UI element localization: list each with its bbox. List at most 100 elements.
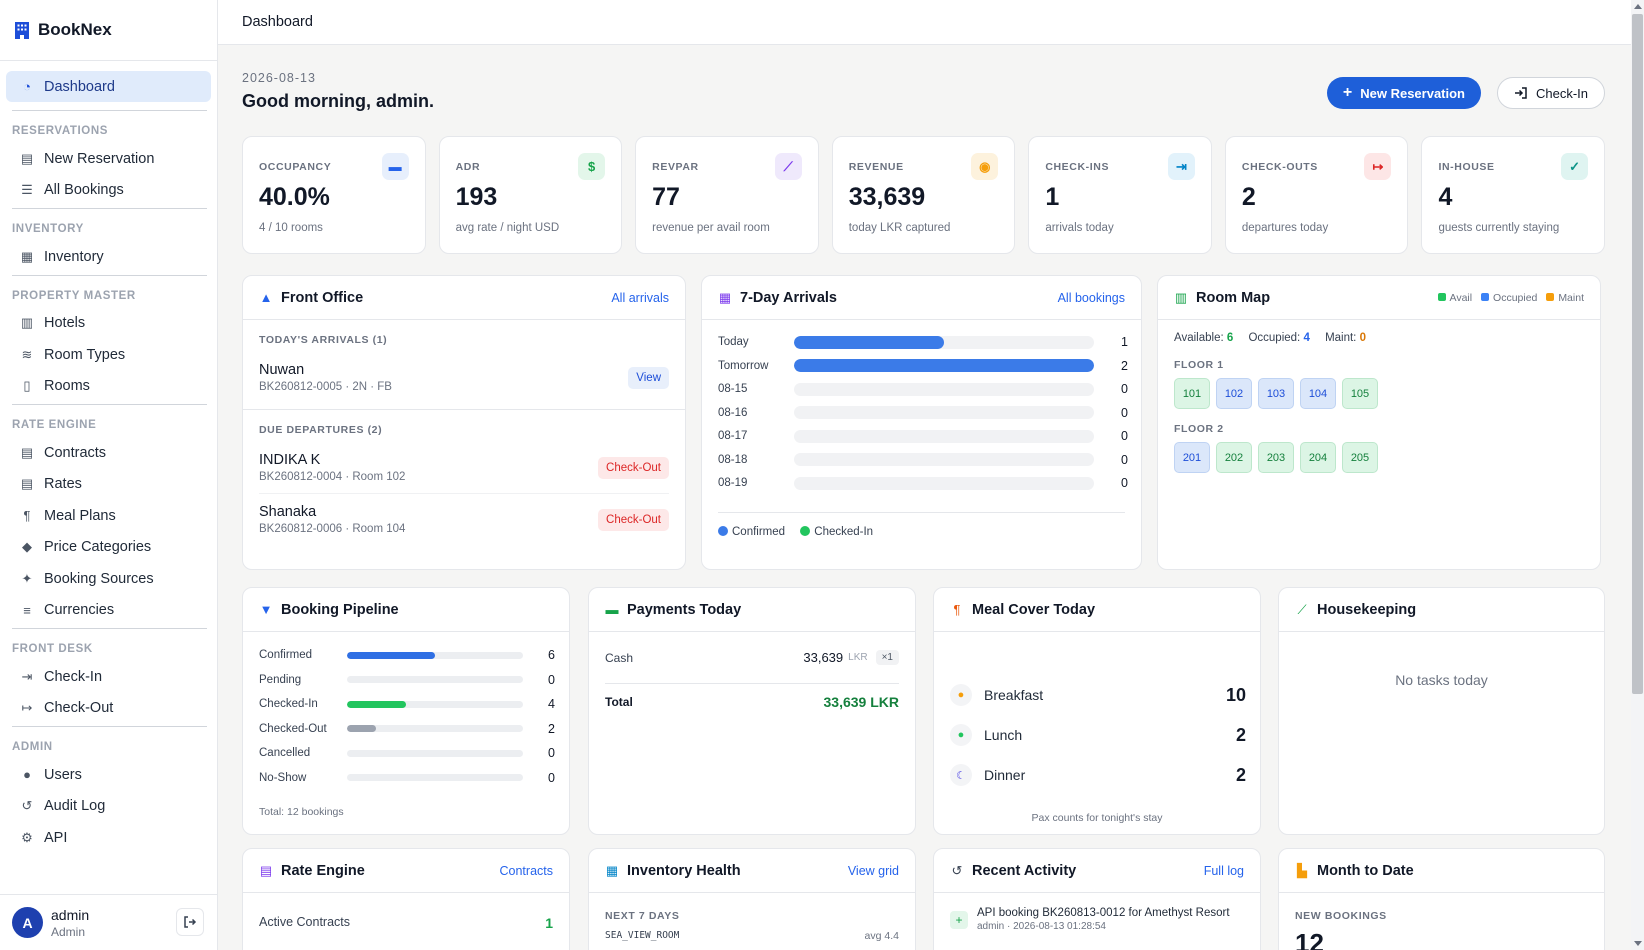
sidebar-section-title: INVENTORY [12,208,207,241]
arrival-bar-row: Today 1 [718,333,1128,351]
room-105[interactable]: 105 [1342,378,1378,409]
list-icon: ☰ [21,182,33,198]
pipeline-bar-track [347,651,523,659]
sidebar-item-contracts[interactable]: ▤ Contracts [6,437,211,469]
room-103[interactable]: 103 [1258,378,1294,409]
kpi-label: CHECK-OUTS [1241,161,1318,173]
recent-activity-card: ↺ Recent Activity Full log + API booking… [933,848,1261,950]
sidebar-item-label: Users [44,766,82,783]
meal-cover-card: ¶ Meal Cover Today ● Breakfast 10 ● Lunc… [933,587,1261,835]
activity-text: API booking BK260813-0012 for Amethyst R… [977,907,1230,919]
sidebar-item-booking-sources[interactable]: ✦ Booking Sources [6,563,211,595]
pipeline-count: 0 [548,672,555,687]
room-104[interactable]: 104 [1300,378,1336,409]
sidebar-item-audit-log[interactable]: ↺ Audit Log [6,791,211,823]
kpi-sub: revenue per avail room [652,222,770,234]
main-content: 2026-08-13 Good morning, admin. + New Re… [218,45,1631,950]
payment-total-row: Total 33,639 LKR [605,684,899,720]
sidebar-item-label: Hotels [44,315,86,332]
room-101[interactable]: 101 [1174,378,1210,409]
logout-button[interactable] [176,908,204,936]
sidebar-item-users[interactable]: ● Users [6,759,211,791]
arrivals-legend: Confirmed Checked-In [718,526,873,538]
scroll-thumb[interactable] [1632,14,1643,694]
scroll-up-icon[interactable] [1634,4,1642,9]
kpi-sub: today LKR captured [848,222,951,234]
meal-row-dinner: ☾ Dinner 2 [950,762,1246,788]
check-out-button[interactable]: Check-Out [598,508,669,531]
card-title: Month to Date [1317,862,1414,879]
sidebar-item-check-in[interactable]: ⇥ Check-In [6,661,211,693]
kpi-card-occupancy: OCCUPANCY 40.0% 4 / 10 rooms ▬ [242,136,426,254]
sidebar-item-dashboard[interactable]: ◔ Dashboard [6,71,211,102]
sidebar-item-label: Contracts [44,444,107,461]
payment-row: Cash 33,639 LKR ×1 [605,632,899,684]
legend-label: Occupied [1493,291,1538,304]
sidebar-item-room-types[interactable]: ≋ Room Types [6,339,211,371]
all-arrivals-link[interactable]: All arrivals [611,290,669,305]
arrival-bar-row: 08-19 0 [718,474,1128,492]
sidebar-item-meal-plans[interactable]: ¶ Meal Plans [6,500,211,532]
arrival-day-label: 08-15 [718,383,748,395]
sidebar-item-label: Room Types [44,346,126,363]
room-204[interactable]: 204 [1300,442,1336,473]
tags-icon: ◆ [22,539,32,555]
scrollbar[interactable] [1631,0,1644,950]
kpi-label: REVENUE [848,161,904,173]
card-title: Payments Today [627,601,742,618]
pipeline-bar [347,700,406,708]
pipeline-count: 4 [548,697,555,711]
pipeline-bar [347,651,435,659]
mtd-value: 12 [1295,928,1324,950]
room-102[interactable]: 102 [1216,378,1252,409]
avatar[interactable]: A [12,907,43,938]
sidebar-item-check-out[interactable]: ↦ Check-Out [6,693,211,725]
contracts-link[interactable]: Contracts [499,863,554,878]
kpi-label: IN-HOUSE [1438,161,1495,173]
sign-out-icon: ↦ [1364,153,1392,180]
plus-icon: + [950,911,968,929]
sidebar-item-new-reservation[interactable]: ▤ New Reservation [6,143,211,175]
check-in-button[interactable]: Check-In [1496,77,1605,109]
arrival-count: 1 [1121,335,1128,349]
utensils-icon: ¶ [23,508,31,524]
room-202[interactable]: 202 [1216,442,1252,473]
brand-name: BookNex [38,20,112,39]
floor-label: FLOOR 1 [1174,359,1224,371]
new-reservation-button[interactable]: + New Reservation [1326,77,1481,109]
pipeline-bar-track [347,725,523,732]
activity-meta: admin · 2026-08-13 01:28:54 [977,921,1106,932]
sidebar-item-label: New Reservation [44,150,155,167]
sidebar-item-api[interactable]: ⚙ API [6,822,211,854]
scroll-down-icon[interactable] [1634,941,1642,946]
room-203[interactable]: 203 [1258,442,1294,473]
check-out-button[interactable]: Check-Out [598,456,669,479]
arrival-count: 0 [1121,476,1128,490]
view-button[interactable]: View [628,366,669,389]
sidebar-item-currencies[interactable]: ≡ Currencies [6,595,211,627]
sidebar-item-rooms[interactable]: ▯ Rooms [6,371,211,403]
kpi-value: 193 [455,183,498,211]
sidebar-item-inventory[interactable]: ▦ Inventory [6,241,211,273]
brand[interactable]: BookNex [0,0,217,61]
sidebar-item-price-categories[interactable]: ◆ Price Categories [6,532,211,564]
room-201[interactable]: 201 [1174,442,1210,473]
room-205[interactable]: 205 [1342,442,1378,473]
full-log-link[interactable]: Full log [1203,863,1244,878]
payment-count: ×1 [875,650,899,665]
pipeline-bar [347,725,377,732]
sidebar-item-all-bookings[interactable]: ☰ All Bookings [6,175,211,207]
view-grid-link[interactable]: View grid [847,863,899,878]
total-label: Total [605,695,633,709]
kpi-card-check-ins: CHECK-INS 1 arrivals today ⇥ [1028,136,1212,254]
pipeline-count: 0 [548,770,555,785]
all-bookings-link[interactable]: All bookings [1057,290,1125,305]
sidebar-item-rates[interactable]: ▤ Rates [6,469,211,501]
kpi-value: 33,639 [848,183,926,211]
map-icon: ▥ [1174,289,1188,305]
sidebar-item-label: Check-In [44,668,103,685]
pipeline-count: 2 [548,721,555,736]
kpi-label: REVPAR [652,161,699,173]
card-title: Housekeeping [1317,601,1417,618]
sidebar-item-hotels[interactable]: ▥ Hotels [6,308,211,340]
